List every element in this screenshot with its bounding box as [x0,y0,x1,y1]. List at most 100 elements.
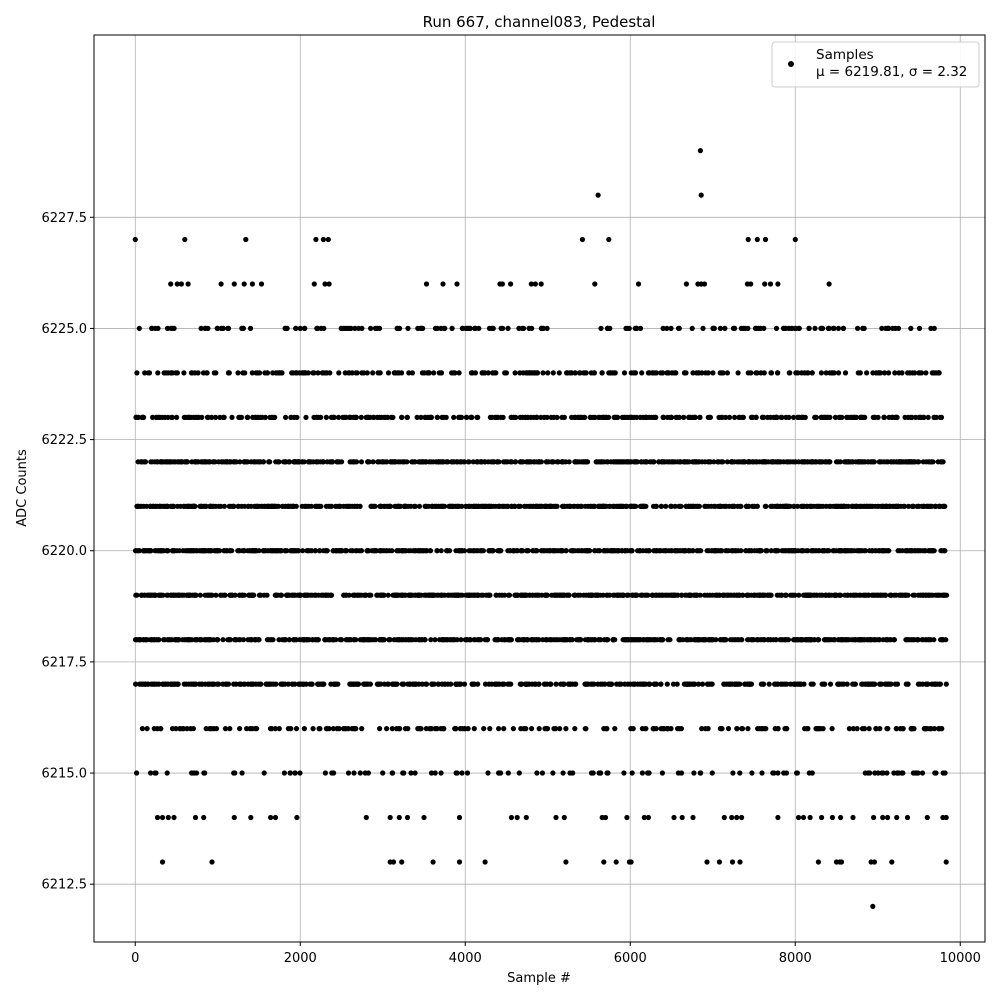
data-point [729,814,735,821]
data-point [165,814,171,821]
data-point [735,370,741,376]
data-point [928,325,934,331]
data-point [144,637,150,643]
data-point [443,637,449,643]
data-point [923,370,929,376]
data-point [805,592,812,598]
data-point [304,548,310,554]
data-point [595,503,602,509]
data-point [473,325,479,331]
data-point [624,814,630,821]
data-point [709,681,715,687]
data-point [831,548,838,554]
data-point [775,503,781,509]
data-point [229,592,235,598]
data-point [704,859,710,865]
data-point [936,592,942,598]
data-point [937,681,944,687]
data-point [680,459,687,465]
data-point [775,726,781,732]
data-point [668,548,674,554]
data-point [184,459,190,465]
data-point [887,681,893,687]
data-point [595,592,601,598]
data-point [729,859,736,865]
data-point [145,370,151,376]
data-point [375,459,381,465]
data-point [851,414,857,420]
data-point [525,637,531,643]
data-point [283,459,289,465]
y-tick-label: 6220.0 [42,544,88,559]
data-point [192,681,198,687]
data-point [293,726,300,732]
x-tick-label: 0 [131,951,139,966]
data-point [739,814,745,821]
data-point [690,814,696,821]
data-point [674,681,680,687]
data-point [414,414,420,420]
data-point [577,637,583,643]
data-point [536,726,542,732]
data-point [468,414,474,420]
data-point [175,592,181,598]
data-point [775,459,781,465]
data-point [427,414,433,420]
data-point [893,726,900,732]
data-point [159,859,166,865]
data-point [419,370,425,376]
data-point [336,726,342,732]
data-point [590,770,596,776]
data-point [905,370,911,376]
data-point [808,681,814,687]
data-point [358,548,364,554]
data-point [529,726,535,732]
data-point [669,459,676,465]
data-point [877,370,884,376]
data-point [916,503,922,509]
data-point [432,325,439,331]
data-point [229,414,235,420]
data-point [551,726,557,732]
data-point [823,370,829,376]
data-point [133,414,139,420]
data-point [563,637,569,643]
data-point [401,503,407,509]
data-point [885,548,891,554]
data-point [288,726,294,732]
data-point [466,548,472,554]
data-point [256,637,262,643]
data-point [297,325,303,331]
x-tick-label: 8000 [779,951,812,966]
data-point [544,637,550,643]
data-point [452,592,458,598]
data-point [428,770,435,776]
y-axis-label: ADC Counts [15,449,30,527]
data-point [678,548,684,554]
data-point [783,503,789,509]
data-point [163,459,169,465]
data-point [159,814,166,821]
data-point [734,814,740,821]
data-point [194,548,200,554]
data-point [344,548,350,554]
data-point [686,503,692,509]
data-point [689,325,695,331]
data-point [830,370,836,376]
data-point [899,370,905,376]
data-point [922,548,928,554]
data-point [357,770,363,776]
data-point [800,548,807,554]
data-point [359,370,365,376]
data-point [619,503,625,509]
data-point [472,637,478,643]
data-point [202,459,208,465]
data-point [181,370,187,376]
data-point [132,637,139,643]
data-point [621,370,628,376]
data-point [553,814,559,821]
data-point [732,681,738,687]
data-point [301,726,307,732]
data-point [604,637,610,643]
data-point [380,770,386,776]
